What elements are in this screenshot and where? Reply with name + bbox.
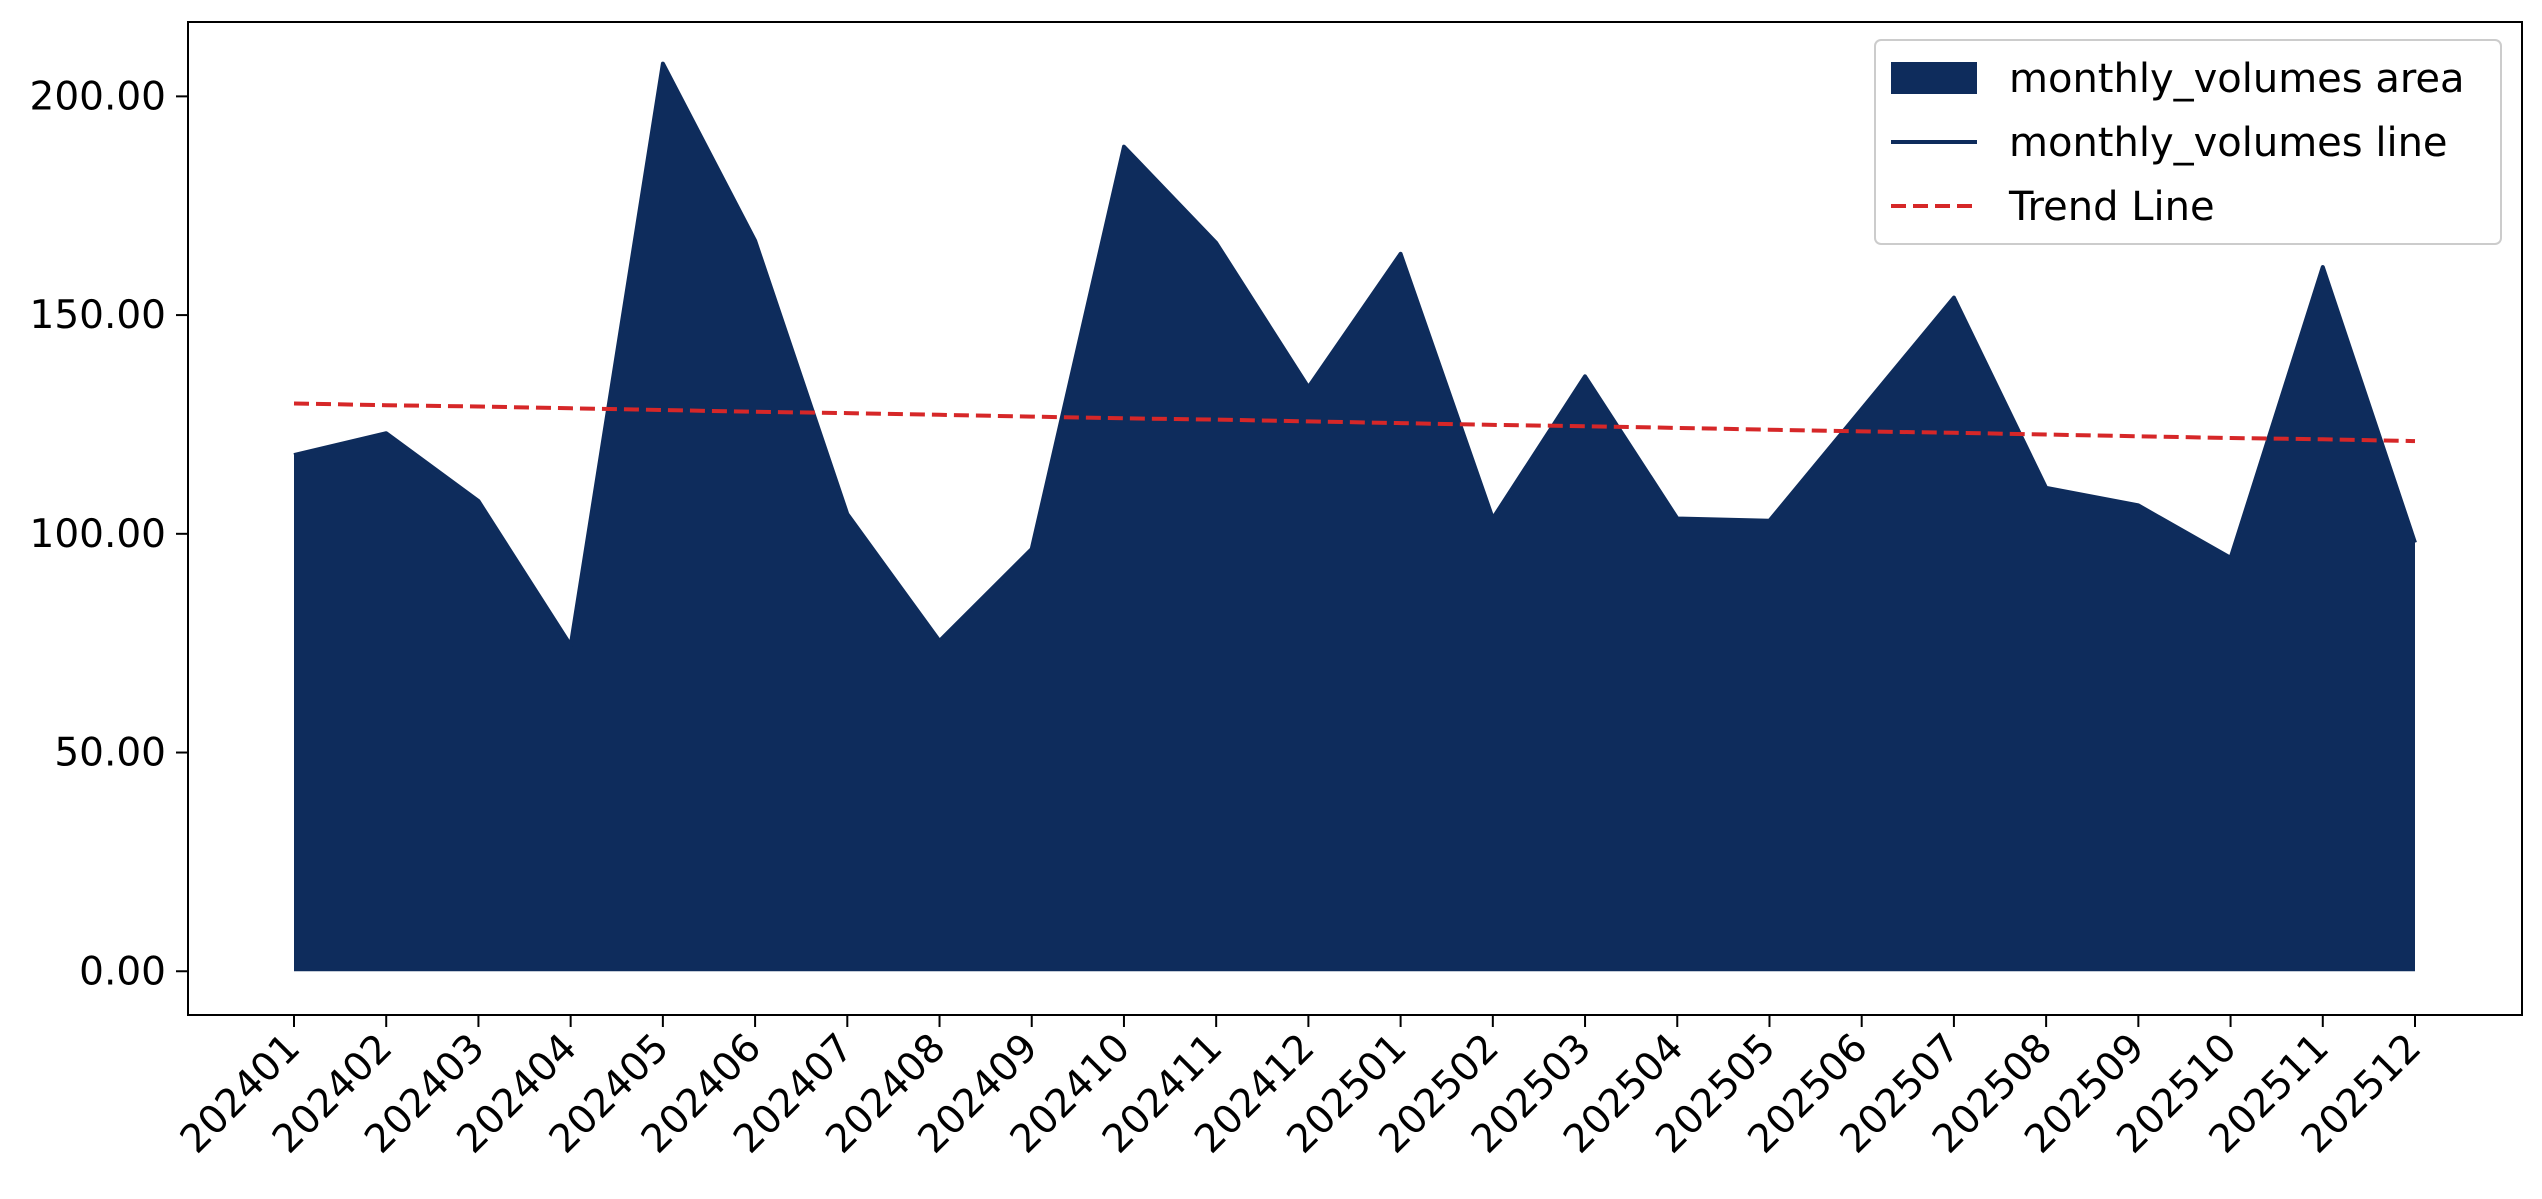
y-tick-label: 100.00 [30, 512, 166, 557]
y-tick-label: 200.00 [30, 74, 166, 119]
legend-label: Trend Line [2008, 184, 2215, 230]
y-tick-label: 50.00 [54, 731, 166, 776]
legend-area-swatch [1891, 62, 1977, 94]
legend-label: monthly_volumes line [2009, 120, 2448, 166]
plot-frame [187, 21, 2523, 1016]
y-tick-label: 0.00 [79, 949, 166, 994]
legend: monthly_volumes area monthly_volumes line… [1874, 39, 2502, 245]
trend-line [293, 401, 2416, 444]
series-line [293, 61, 2417, 648]
legend-label: monthly_volumes area [2009, 56, 2465, 102]
series-area-fill [294, 63, 2415, 972]
legend-box [1874, 39, 2502, 245]
plot-layer [293, 61, 2417, 972]
y-tick-label: 150.00 [30, 293, 166, 338]
